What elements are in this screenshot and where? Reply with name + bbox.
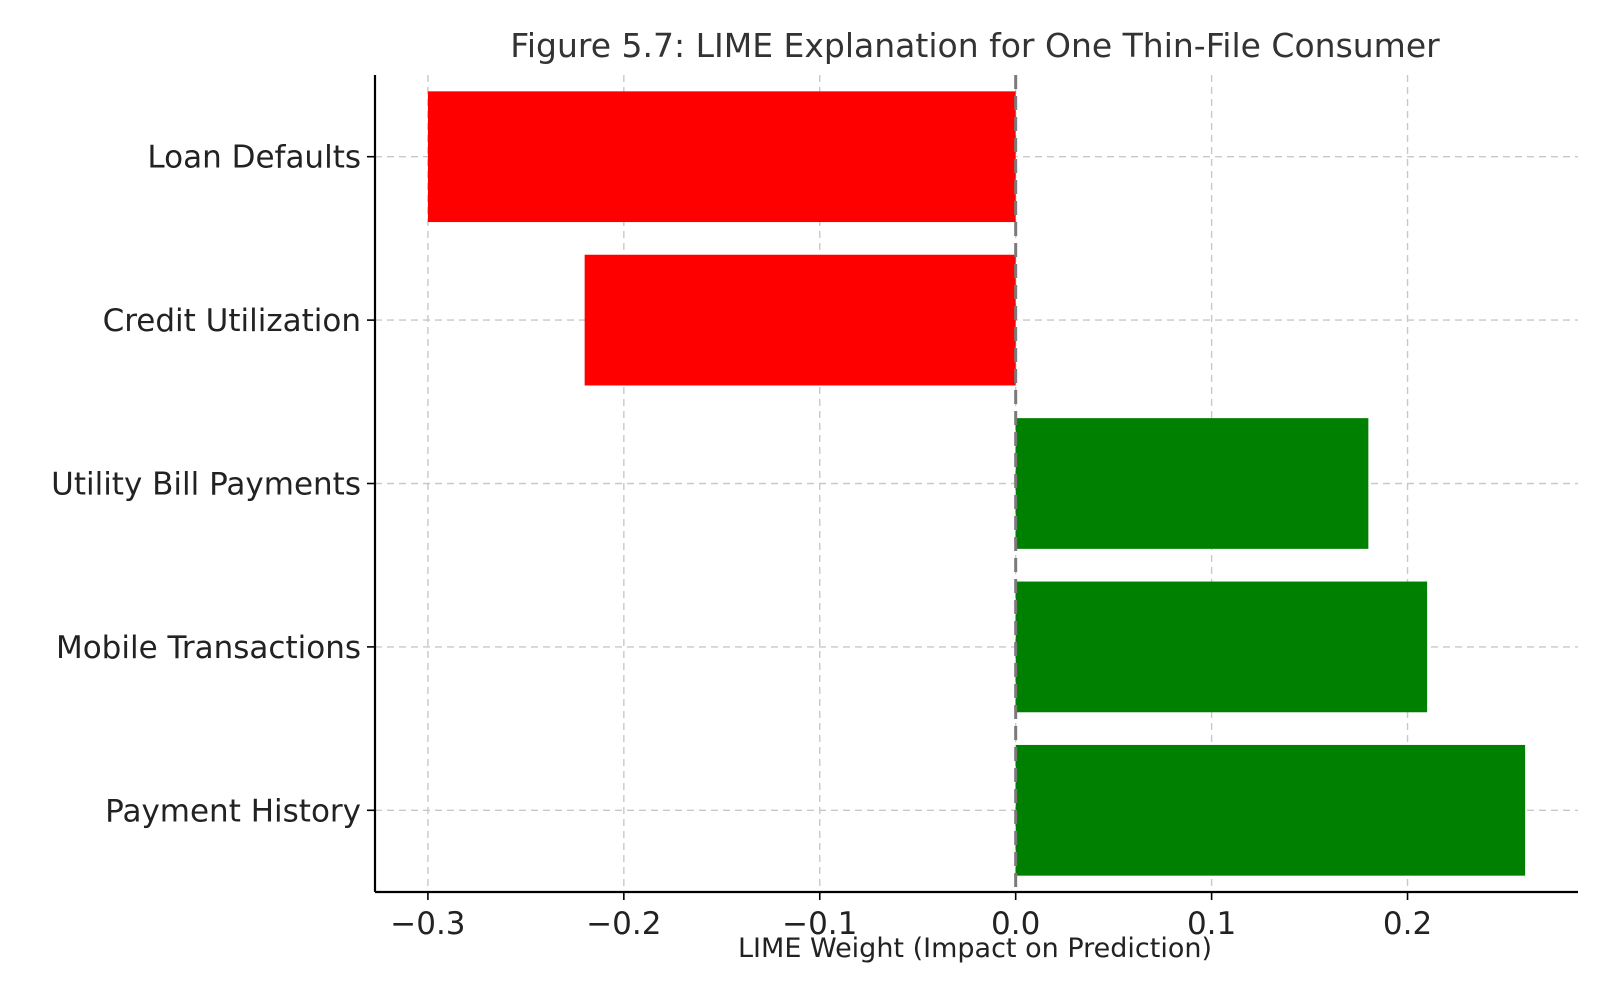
y-axis-categories: Loan Defaults Credit Utilization Utility B… <box>51 140 375 829</box>
x-tick-label: 0.2 <box>1383 906 1432 942</box>
y-category-label: Utility Bill Payments <box>51 467 361 503</box>
chart-title: Figure 5.7: LIME Explanation for One Thi… <box>510 26 1440 65</box>
x-axis-label: LIME Weight (Impact on Prediction) <box>738 933 1212 964</box>
x-tick-label: −0.2 <box>586 906 661 942</box>
y-category-label: Credit Utilization <box>103 303 361 339</box>
y-category-label: Mobile Transactions <box>56 630 361 666</box>
x-tick-label: −0.1 <box>782 906 857 942</box>
bar-loan-defaults <box>427 91 1016 223</box>
x-axis-ticks: −0.3 −0.2 −0.1 0.0 0.1 0.2 <box>390 892 1432 942</box>
y-category-label: Payment History <box>105 793 361 829</box>
bar-payment-history <box>1015 744 1526 876</box>
x-tick-label: 0.0 <box>991 906 1040 942</box>
bar-mobile-transactions <box>1015 581 1428 713</box>
y-category-label: Loan Defaults <box>147 140 361 176</box>
bars <box>427 91 1526 876</box>
x-tick-label: −0.3 <box>390 906 465 942</box>
bar-utility-bill-payments <box>1015 418 1369 549</box>
bar-credit-utilization <box>584 254 1016 386</box>
x-tick-label: 0.1 <box>1187 906 1236 942</box>
